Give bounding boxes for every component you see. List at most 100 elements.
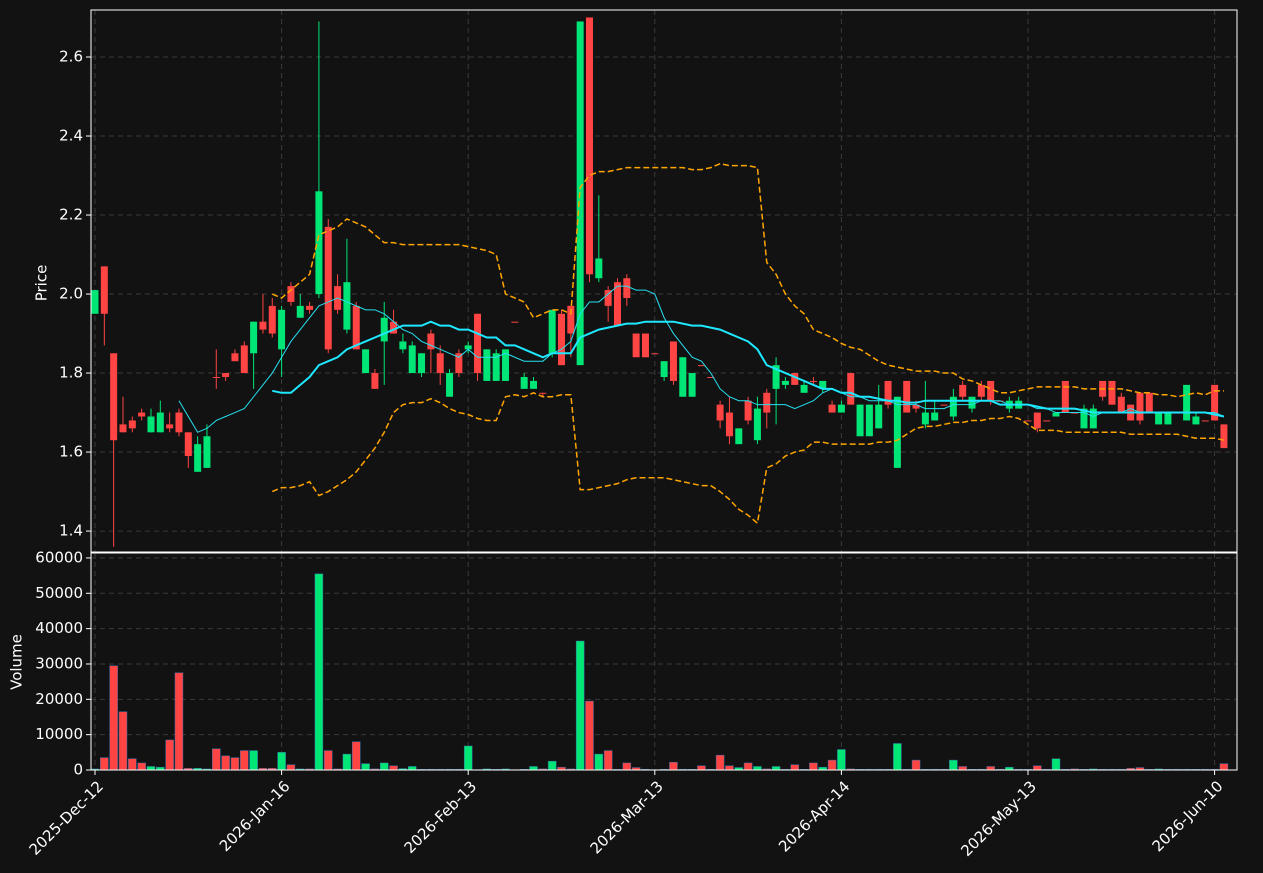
candle-body <box>1155 412 1163 425</box>
candle-body <box>203 436 211 468</box>
volume-bar <box>118 711 128 771</box>
candle-body <box>623 278 631 298</box>
volume-bar <box>743 762 753 771</box>
candle-body <box>968 396 976 409</box>
candle-body <box>427 333 435 350</box>
candle-body <box>744 400 752 421</box>
volume-bar <box>669 761 678 771</box>
candle-body <box>446 373 454 397</box>
volume-bar <box>314 573 324 771</box>
candle-body <box>660 361 668 377</box>
candle-body <box>772 365 780 389</box>
line-series <box>271 391 1225 525</box>
candle-body <box>138 412 146 417</box>
candle-body <box>362 349 370 374</box>
candle-body <box>399 341 407 350</box>
candle-body <box>875 404 883 429</box>
volume-bar <box>249 750 258 771</box>
volume-tick-label: 30000 <box>35 654 83 672</box>
candle-body <box>240 345 248 374</box>
candle-body <box>837 404 845 413</box>
candle-body <box>725 412 733 437</box>
candle-body <box>847 373 855 405</box>
candle-body <box>753 408 761 441</box>
candle-body <box>1192 416 1200 425</box>
candle-body <box>558 313 565 366</box>
candle-body <box>949 396 957 417</box>
volume-bar <box>594 753 604 771</box>
candle-body <box>781 380 789 385</box>
candle-body <box>791 373 799 385</box>
candle-body <box>669 341 677 381</box>
candle-body <box>1201 420 1209 422</box>
candle-body <box>959 384 967 397</box>
y-tick-label: 1.6 <box>59 443 83 461</box>
candle-body <box>1183 384 1191 421</box>
y-tick-label: 2.2 <box>59 206 83 224</box>
candle-body <box>688 373 696 397</box>
volume-frame <box>90 552 1238 771</box>
volume-bar <box>1219 763 1229 771</box>
candle-body <box>268 305 276 334</box>
candle-body <box>539 392 547 394</box>
volume-bar <box>911 759 921 771</box>
volume-bar <box>324 750 333 771</box>
volume-bar <box>389 765 398 771</box>
candle-body <box>259 321 267 330</box>
candle-body <box>91 290 99 314</box>
volume-bar <box>212 748 221 771</box>
volume-bar <box>128 758 137 771</box>
candle-body <box>408 345 416 374</box>
volume-bar <box>837 749 846 771</box>
volume-bar <box>827 759 837 771</box>
candle-body <box>604 290 612 306</box>
candle-body <box>1089 408 1097 429</box>
candle-body <box>1033 412 1041 429</box>
candle-body <box>455 353 463 374</box>
candle-body <box>380 317 388 342</box>
candle-body <box>1145 392 1153 413</box>
volume-bar <box>379 762 389 771</box>
volume-bar <box>174 672 184 771</box>
candle-body <box>940 404 948 406</box>
volume-tick-label: 50000 <box>35 584 83 602</box>
candle-body <box>371 373 379 389</box>
candle-body <box>828 404 836 413</box>
candle-body <box>613 282 621 326</box>
candle-body <box>716 404 724 421</box>
candle-body <box>194 444 202 472</box>
volume-tick-label: 20000 <box>35 690 83 708</box>
volume-bar <box>109 665 118 771</box>
candle-body <box>147 416 155 433</box>
volume-bar <box>986 766 995 771</box>
volume-bar <box>361 763 370 771</box>
candle-body <box>641 333 649 358</box>
y-tick-label: 1.8 <box>59 364 83 382</box>
candle-body <box>315 191 323 295</box>
candle-body <box>856 404 864 437</box>
volume-bar <box>277 752 286 771</box>
candle-body <box>977 384 985 397</box>
candle-body <box>418 353 426 374</box>
candle-body <box>511 321 519 323</box>
candle-body <box>110 353 118 441</box>
candle-body <box>931 412 939 421</box>
volume-tick-label: 40000 <box>35 619 83 637</box>
candle-body <box>278 309 286 350</box>
volume-bar <box>221 755 230 771</box>
volume-axis-label: Volume <box>8 634 26 690</box>
candle-body <box>1108 380 1116 405</box>
candle-body <box>585 17 593 275</box>
volume-bar <box>351 741 361 771</box>
candle-body <box>800 384 808 393</box>
volume-bar <box>529 766 538 771</box>
volume-bar <box>342 753 352 771</box>
volume-bar <box>547 760 557 771</box>
candle-body <box>100 266 108 314</box>
volume-tick-label: 60000 <box>35 548 83 566</box>
volume-bar <box>715 754 725 771</box>
candle-body <box>1220 424 1228 449</box>
y-tick-label: 2.0 <box>59 285 83 303</box>
